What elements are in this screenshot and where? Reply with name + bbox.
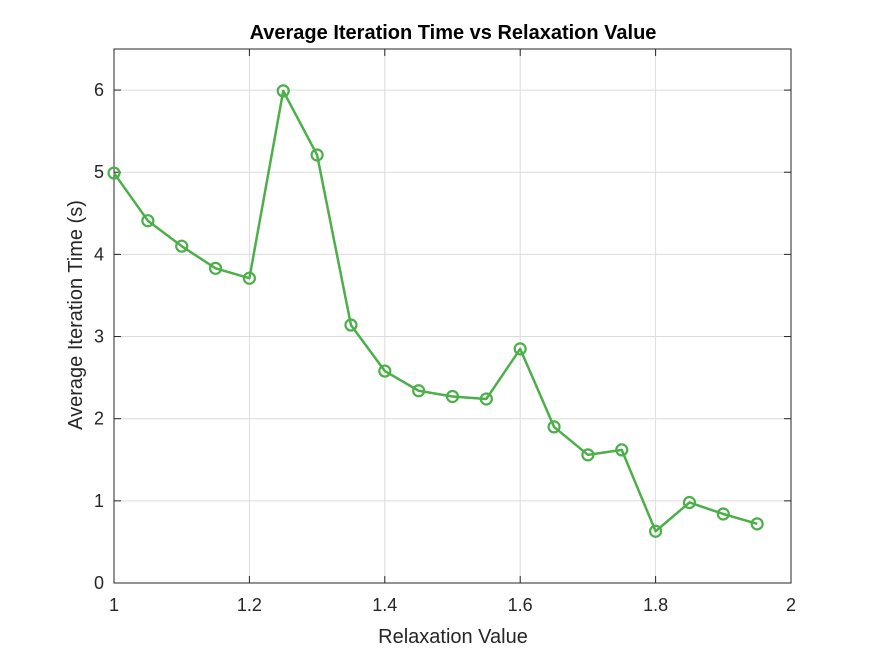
y-tick-label: 1: [94, 491, 104, 511]
data-series: [107, 84, 764, 538]
data-point: [750, 517, 764, 531]
data-point: [175, 239, 189, 253]
y-tick-label: 4: [94, 244, 104, 264]
x-tick-label: 1.4: [372, 595, 397, 615]
x-tick-label: 1.6: [508, 595, 533, 615]
x-tick-label: 2: [786, 595, 796, 615]
data-point: [242, 271, 256, 285]
data-point: [107, 166, 121, 180]
data-point: [310, 148, 324, 162]
y-tick-label: 5: [94, 162, 104, 182]
data-point: [615, 443, 629, 457]
y-tick-label: 3: [94, 327, 104, 347]
y-tick-label: 2: [94, 409, 104, 429]
x-tick-label: 1: [109, 595, 119, 615]
data-point: [513, 342, 527, 356]
data-point: [344, 318, 358, 332]
x-axis-label: Relaxation Value: [378, 626, 528, 648]
data-point: [547, 420, 561, 434]
grid-lines: [114, 49, 791, 583]
data-point: [648, 524, 663, 538]
data-point: [276, 84, 290, 98]
data-point: [445, 389, 460, 404]
x-tick-label: 1.2: [237, 595, 262, 615]
plot-frame: [113, 48, 792, 584]
data-point: [378, 364, 392, 378]
data-point: [479, 392, 493, 406]
y-tick-label: 6: [94, 80, 104, 100]
data-point: [412, 384, 426, 398]
chart-title: Average Iteration Time vs Relaxation Val…: [250, 22, 657, 44]
data-point: [716, 507, 730, 521]
y-axis-label: Average Iteration Time (s): [65, 200, 87, 430]
x-tick-label: 1.8: [643, 595, 668, 615]
data-point: [208, 261, 223, 275]
data-point: [682, 495, 697, 510]
data-point: [141, 214, 155, 228]
y-tick-label: 0: [94, 573, 104, 593]
data-point: [581, 448, 595, 462]
